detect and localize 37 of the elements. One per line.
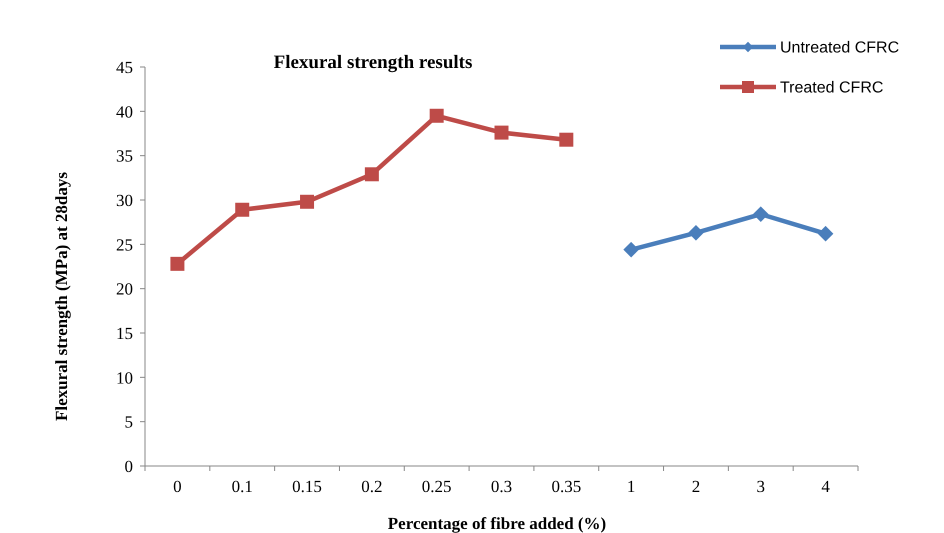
x-tick-label: 4 [821, 477, 830, 496]
point [364, 167, 379, 182]
x-axis-title: Percentage of fibre added (%) [388, 514, 606, 533]
x-tick-label: 0.3 [490, 477, 512, 496]
y-tick-label: 10 [116, 368, 133, 388]
y-axis-title: Flexural strength (MPa) at 28days [52, 172, 71, 421]
x-tick-label: 1 [626, 477, 636, 496]
point [623, 242, 639, 258]
point [235, 202, 250, 217]
y-tick-label: 15 [116, 324, 133, 343]
point [818, 226, 834, 242]
y-tick-label: 0 [124, 456, 133, 476]
x-tick-label: 0.25 [422, 477, 452, 496]
point [752, 206, 769, 222]
point [430, 108, 444, 123]
x-tick-label: 0.35 [551, 477, 582, 496]
y-tick-label: 20 [116, 280, 133, 299]
y-tick-label: 35 [116, 146, 133, 166]
x-tick-label: 0 [173, 477, 182, 496]
legend-label: Untreated CFRC [780, 40, 900, 57]
point [559, 132, 574, 147]
x-tick-label: 0.2 [361, 477, 382, 496]
point [170, 256, 184, 271]
x-tick-label: 0.1 [232, 477, 253, 496]
y-tick-label: 45 [116, 58, 133, 77]
point [688, 225, 704, 241]
chart-title: Flexural strength results [274, 52, 472, 73]
point [300, 194, 314, 209]
point [494, 126, 508, 140]
legend-label: Treated CFRC [780, 80, 884, 97]
y-tick-label: 25 [116, 235, 133, 254]
x-tick-label: 0.15 [292, 477, 322, 496]
y-tick-label: 40 [116, 102, 133, 122]
x-tick-label: 2 [692, 477, 700, 496]
y-tick-label: 30 [116, 190, 133, 210]
x-tick-label: 3 [756, 477, 766, 496]
y-tick-label: 5 [124, 412, 133, 432]
